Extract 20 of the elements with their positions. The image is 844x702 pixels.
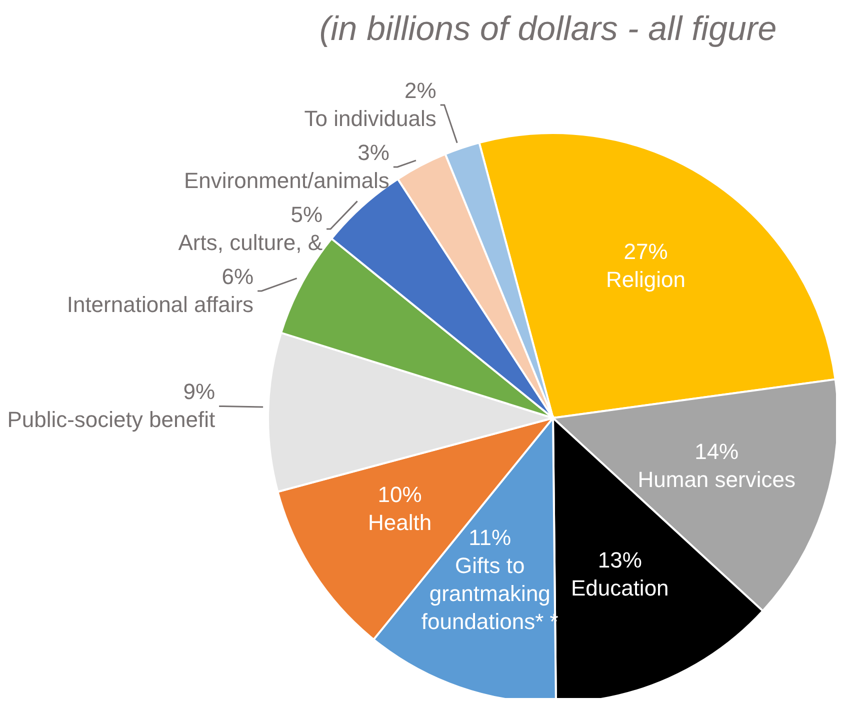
data-label: 13% xyxy=(598,547,642,572)
slice-label: Public-society benefit xyxy=(7,407,216,432)
slice-label: Education xyxy=(570,575,669,600)
slice-label: Environment/animals xyxy=(184,168,390,193)
data-label: 27% xyxy=(624,238,668,264)
chart-title: (in billions of dollars - all figure xyxy=(319,10,777,48)
data-label: 2% xyxy=(404,78,436,103)
data-label: 10% xyxy=(378,482,422,508)
data-label: 9% xyxy=(183,379,216,404)
data-label: 5% xyxy=(290,202,323,227)
slice-label: Human services xyxy=(638,466,796,492)
data-label: 11% xyxy=(468,524,512,550)
data-label: 3% xyxy=(358,140,390,165)
slice-label: International affairs xyxy=(66,292,254,317)
slice-label: Religion xyxy=(606,266,686,292)
data-label: 6% xyxy=(222,264,254,289)
slice-label: To individuals xyxy=(304,106,436,131)
slice-label: Health xyxy=(368,510,432,536)
slice-label: Arts, culture, & xyxy=(178,230,323,255)
data-label: 14% xyxy=(694,438,739,464)
